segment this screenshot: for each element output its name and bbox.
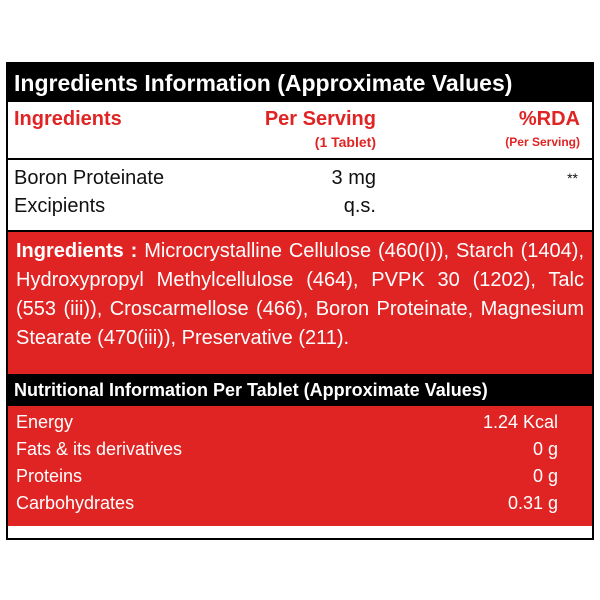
nutrition-title: Nutritional Information Per Tablet (Appr… (8, 374, 592, 406)
row-name: Boron Proteinate (14, 167, 165, 189)
nutrition-row: Fats & its derivatives 0 g (8, 436, 592, 463)
nutrition-row: Energy 1.24 Kcal (8, 409, 592, 436)
main-title: Ingredients Information (Approximate Val… (8, 64, 592, 102)
nutrition-row: Proteins 0 g (8, 463, 592, 490)
nutrition-name: Energy (16, 412, 74, 432)
nutrition-name: Proteins (16, 466, 83, 486)
nutrition-name: Carbohydrates (16, 493, 135, 513)
row-value: q.s. (343, 195, 376, 217)
ingredients-block-text: Microcrystalline Cellulose (460(I)), Sta… (16, 240, 584, 349)
table-row: Boron Proteinate 3 mg ** (8, 164, 592, 192)
column-headers: Ingredients Per Serving (1 Tablet) %RDA … (8, 102, 592, 160)
nutrition-name: Fats & its derivatives (16, 439, 183, 459)
ingredient-rows: Boron Proteinate 3 mg ** Excipients q.s. (8, 160, 592, 230)
ingredients-block: Ingredients : Microcrystalline Cellulose… (8, 230, 592, 374)
row-rda: ** (567, 170, 578, 186)
header-rda-sub: (Per Serving) (505, 135, 580, 149)
row-name: Excipients (14, 195, 106, 217)
ingredients-block-label: Ingredients (16, 240, 124, 262)
ingredients-label: Ingredients Information (Approximate Val… (6, 62, 594, 540)
nutrition-value: 0 g (532, 466, 558, 486)
ingredients-block-separator: : (123, 240, 145, 262)
nutrition-row: Carbohydrates 0.31 g (8, 490, 592, 517)
nutrition-table: Energy 1.24 Kcal Fats & its derivatives … (8, 406, 592, 526)
header-ingredients: Ingredients (14, 108, 122, 130)
nutrition-value: 1.24 Kcal (482, 412, 558, 432)
row-value: 3 mg (331, 167, 376, 189)
nutrition-value: 0.31 g (507, 493, 558, 513)
nutrition-value: 0 g (532, 439, 558, 459)
header-per-serving: Per Serving (264, 108, 376, 130)
header-per-serving-sub: (1 Tablet) (314, 134, 376, 150)
table-row: Excipients q.s. (8, 192, 592, 220)
header-rda: %RDA (518, 108, 580, 130)
